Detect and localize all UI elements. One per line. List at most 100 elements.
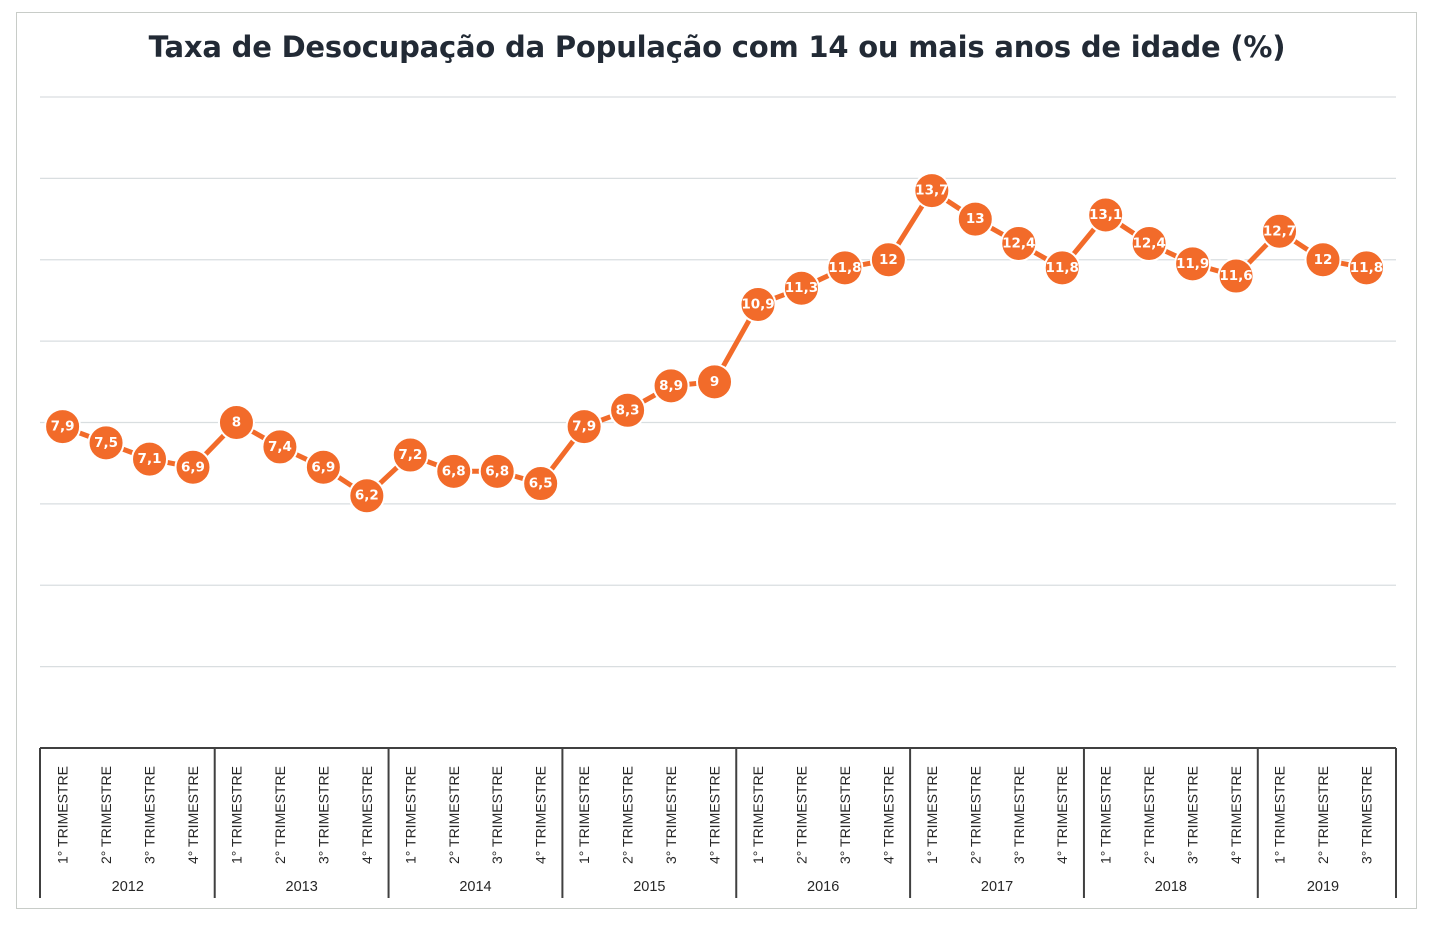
data-point: 11,8 xyxy=(826,249,864,287)
data-label: 12,7 xyxy=(1263,223,1296,239)
data-point: 11,8 xyxy=(1347,249,1385,287)
data-label: 12 xyxy=(1314,252,1333,268)
data-point: 7,5 xyxy=(87,424,125,462)
x-group-label: 2013 xyxy=(286,879,318,895)
data-point-marker xyxy=(1174,245,1212,283)
data-point: 6,9 xyxy=(304,448,342,486)
x-tick-label: 3° TRIMESTRE xyxy=(837,766,853,864)
x-tick-label: 4° TRIMESTRE xyxy=(1054,766,1070,864)
data-point-marker xyxy=(1347,249,1385,287)
x-group-label: 2017 xyxy=(981,879,1013,895)
data-point: 6,5 xyxy=(522,465,560,503)
x-tick-label: 2° TRIMESTRE xyxy=(446,766,462,864)
data-point-marker xyxy=(913,172,951,210)
data-point-marker xyxy=(739,286,777,324)
data-point-marker xyxy=(1217,257,1255,295)
data-point-marker xyxy=(87,424,125,462)
data-point-marker xyxy=(1261,212,1299,250)
data-label: 11,9 xyxy=(1176,256,1209,272)
category-axis: 1° TRIMESTRE 2° TRIMESTRE 3° TRIMESTRE 4° T… xyxy=(39,747,1397,898)
data-label: 12,4 xyxy=(1002,235,1035,251)
data-point: 12 xyxy=(1304,241,1342,279)
data-label: 8,9 xyxy=(659,378,683,394)
data-label: 6,5 xyxy=(529,476,553,492)
data-point-marker xyxy=(696,363,734,401)
data-point-marker xyxy=(609,391,647,429)
data-point: 6,8 xyxy=(435,452,473,490)
x-tick-label: 1° TRIMESTRE xyxy=(1098,766,1114,864)
series-line xyxy=(61,188,1367,499)
data-label: 7,1 xyxy=(138,451,162,467)
data-point-marker xyxy=(478,452,516,490)
x-tick-label: 3° TRIMESTRE xyxy=(1185,766,1201,864)
data-label: 8 xyxy=(232,415,241,431)
data-label: 11,3 xyxy=(785,280,818,296)
data-point-marker xyxy=(391,436,429,474)
x-tick-label: 2° TRIMESTRE xyxy=(98,766,114,864)
data-point-marker xyxy=(44,408,82,446)
data-label: 6,2 xyxy=(355,488,379,504)
data-label: 13,1 xyxy=(1089,207,1122,223)
data-point: 12,7 xyxy=(1261,212,1299,250)
data-label: 11,8 xyxy=(1046,260,1079,276)
x-tick-label: 1° TRIMESTRE xyxy=(228,766,244,864)
data-label: 9 xyxy=(710,374,719,390)
data-point-marker xyxy=(1130,224,1168,262)
data-point-marker xyxy=(1000,224,1038,262)
data-point: 13,7 xyxy=(913,172,951,210)
chart-title: Taxa de Desocupação da População com 14 … xyxy=(148,30,1286,64)
data-point: 12,4 xyxy=(1130,224,1168,262)
data-label: 6,8 xyxy=(485,463,509,479)
data-point: 7,9 xyxy=(44,408,82,446)
x-group-label: 2018 xyxy=(1155,879,1187,895)
data-label: 13,7 xyxy=(915,183,948,199)
series-line-layer xyxy=(61,188,1367,499)
x-tick-label: 2° TRIMESTRE xyxy=(1315,766,1331,864)
data-point: 9 xyxy=(696,363,734,401)
data-label: 12 xyxy=(879,252,898,268)
x-tick-label: 3° TRIMESTRE xyxy=(1358,766,1374,864)
data-point-marker xyxy=(261,428,299,466)
data-point: 7,1 xyxy=(131,440,169,478)
data-point: 6,2 xyxy=(348,477,386,515)
x-group-label: 2016 xyxy=(807,879,839,895)
data-point-marker xyxy=(869,241,907,279)
data-point: 7,4 xyxy=(261,428,299,466)
data-point: 12,4 xyxy=(1000,224,1038,262)
data-points: 7,9 7,5 7,1 6,9 8 7,4 6,9 6,2 7,2 6,8 6,8 6,5 7,9 8,3… xyxy=(44,172,1385,515)
data-point-marker xyxy=(1304,241,1342,279)
data-label: 7,9 xyxy=(51,419,75,435)
data-point-marker xyxy=(956,200,994,238)
x-tick-label: 1° TRIMESTRE xyxy=(402,766,418,864)
x-tick-label: 4° TRIMESTRE xyxy=(880,766,896,864)
data-label: 11,8 xyxy=(1350,260,1383,276)
x-tick-label: 1° TRIMESTRE xyxy=(924,766,940,864)
x-tick-label: 2° TRIMESTRE xyxy=(967,766,983,864)
x-tick-label: 3° TRIMESTRE xyxy=(489,766,505,864)
data-point: 11,8 xyxy=(1043,249,1081,287)
data-label: 7,9 xyxy=(572,419,596,435)
data-point: 6,8 xyxy=(478,452,516,490)
data-label: 10,9 xyxy=(741,297,774,313)
x-tick-label: 2° TRIMESTRE xyxy=(1141,766,1157,864)
data-label: 13 xyxy=(966,211,985,227)
x-tick-label: 4° TRIMESTRE xyxy=(185,766,201,864)
data-point: 11,3 xyxy=(782,269,820,307)
x-tick-label: 4° TRIMESTRE xyxy=(533,766,549,864)
x-tick-label: 2° TRIMESTRE xyxy=(793,766,809,864)
x-tick-label: 3° TRIMESTRE xyxy=(663,766,679,864)
data-label: 11,8 xyxy=(828,260,861,276)
data-label: 6,9 xyxy=(181,459,205,475)
data-label: 7,4 xyxy=(268,439,292,455)
x-tick-label: 3° TRIMESTRE xyxy=(142,766,158,864)
x-group-label: 2015 xyxy=(633,879,665,895)
data-point: 7,9 xyxy=(565,408,603,446)
x-tick-label: 2° TRIMESTRE xyxy=(272,766,288,864)
data-point-marker xyxy=(131,440,169,478)
data-point-marker xyxy=(522,465,560,503)
data-point-marker xyxy=(1087,196,1125,234)
x-tick-label: 2° TRIMESTRE xyxy=(620,766,636,864)
data-point-marker xyxy=(348,477,386,515)
data-point-marker xyxy=(304,448,342,486)
